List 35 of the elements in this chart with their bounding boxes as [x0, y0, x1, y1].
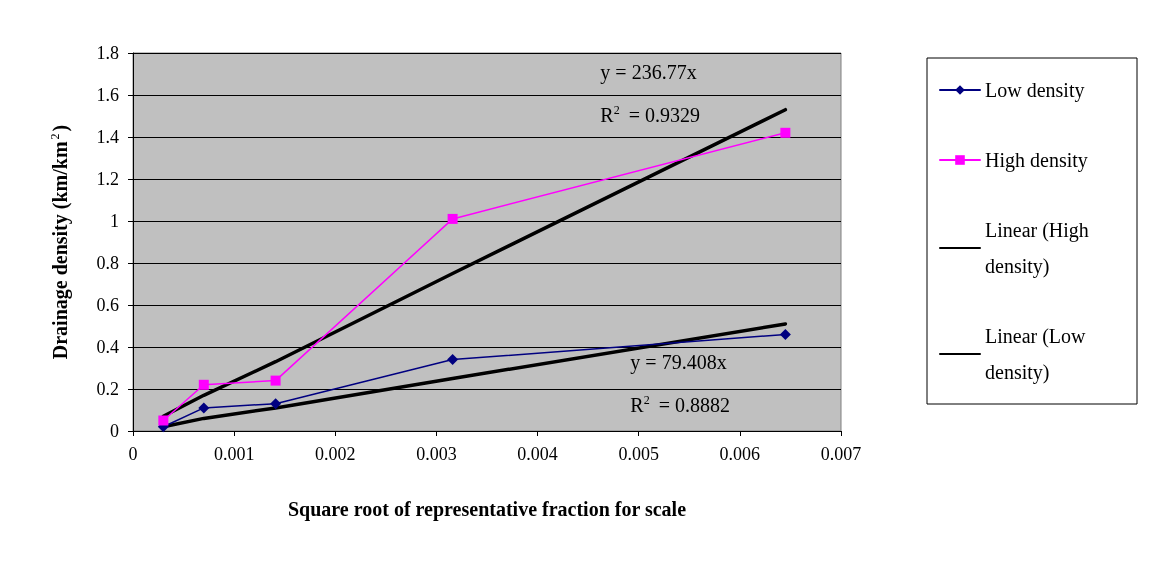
- legend-label: Linear (Low density): [985, 325, 1091, 384]
- point: [270, 375, 281, 386]
- x-tick-label: 0.007: [820, 444, 862, 464]
- y-tick-label: 1.2: [96, 169, 119, 189]
- x-tick-label: 0.001: [213, 444, 255, 464]
- point: [198, 379, 209, 390]
- point: [447, 354, 459, 366]
- y-tick-label: 1.8: [96, 43, 119, 63]
- y-tick-label: 0.6: [96, 295, 119, 315]
- y-axis-title: Drainage density (km/km2): [48, 124, 72, 360]
- y-tick-label: 0.2: [96, 379, 119, 399]
- point: [779, 328, 791, 340]
- point: [198, 402, 210, 414]
- point: [447, 213, 458, 224]
- y-tick-label: 1.4: [96, 127, 119, 147]
- x-tick-label: 0: [128, 444, 138, 464]
- x-tick-label: 0.003: [416, 444, 457, 464]
- legend-label: High density: [985, 149, 1088, 172]
- point: [270, 398, 282, 410]
- annotation: y = 79.408x: [630, 350, 727, 374]
- annotation: y = 236.77x: [600, 60, 697, 84]
- y-tick-label: 1.6: [96, 85, 119, 105]
- point: [158, 415, 169, 426]
- x-axis-title: Square root of representative fraction for scale: [287, 498, 687, 521]
- x-tick-label: 0.006: [719, 444, 761, 464]
- y-tick-label: 0.4: [96, 337, 119, 357]
- x-tick-label: 0.004: [517, 444, 558, 464]
- y-tick-label: 0.8: [96, 253, 119, 273]
- y-tick-label: 1: [110, 211, 119, 231]
- legend-label: Linear (High density): [985, 219, 1094, 278]
- x-tick-label: 0.005: [618, 444, 659, 464]
- y-tick-label: 0: [110, 421, 119, 441]
- x-tick-label: 0.002: [315, 444, 356, 464]
- legend-label: Low density: [985, 79, 1085, 102]
- point: [780, 127, 791, 138]
